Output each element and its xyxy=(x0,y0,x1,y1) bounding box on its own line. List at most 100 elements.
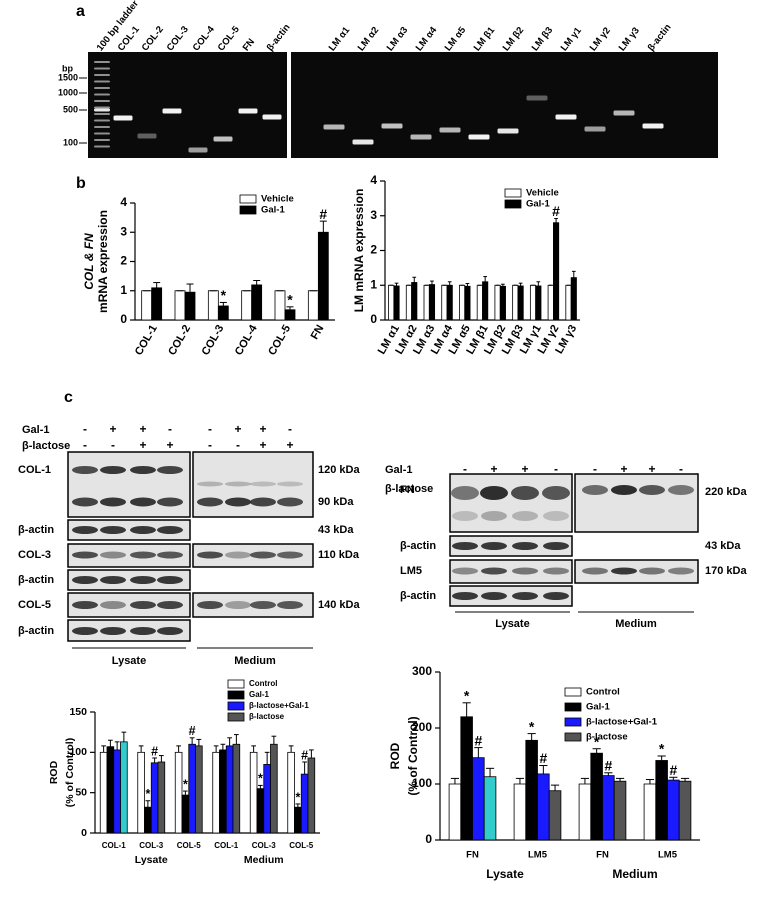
gel-band xyxy=(94,80,110,83)
significance-mark: # xyxy=(539,750,547,766)
bar xyxy=(570,277,577,321)
blot-band xyxy=(668,567,694,575)
lane-label: LM α4 xyxy=(414,24,440,53)
blot-band xyxy=(451,486,479,500)
gel-left xyxy=(88,52,287,158)
blot-band xyxy=(277,601,303,609)
bar xyxy=(547,284,554,321)
lane-label: β-actin xyxy=(265,22,293,53)
legend-swatch xyxy=(564,717,582,727)
blot-band xyxy=(512,542,538,550)
y-tick-label: 200 xyxy=(412,720,432,734)
treatment-sign: - xyxy=(554,462,558,476)
bar xyxy=(270,743,278,834)
bar xyxy=(184,291,196,321)
gel-band xyxy=(410,134,432,140)
bar xyxy=(219,749,227,834)
lane-label: LM γ2 xyxy=(588,25,613,53)
lane-label: LM γ1 xyxy=(559,25,585,54)
bp-marker-label: 100 xyxy=(63,137,78,147)
blot-box xyxy=(449,535,573,557)
group-label: Lysate xyxy=(112,655,146,667)
gel-band xyxy=(526,95,548,101)
bar xyxy=(274,290,286,321)
x-tick-label: COL-4 xyxy=(233,322,260,357)
blot-band xyxy=(452,511,478,521)
lane-label: LM α2 xyxy=(356,25,382,53)
legend-label: β-lactose xyxy=(586,732,628,743)
treatment-sign: - xyxy=(111,438,115,452)
blot-band xyxy=(250,481,276,487)
bar xyxy=(537,773,550,841)
blot-band xyxy=(250,497,276,507)
legend-swatch xyxy=(227,701,245,711)
gel-band xyxy=(94,100,110,102)
blot-size-label: 170 kDa xyxy=(705,565,747,577)
lane-label: COL-3 xyxy=(165,24,191,53)
blot-band xyxy=(639,485,665,495)
treatment-sign: + xyxy=(259,438,266,452)
bp-marker-label: 1000 xyxy=(58,87,78,97)
x-tick-label: FN xyxy=(309,323,327,342)
legend-swatch xyxy=(504,199,522,209)
y-tick-label: 3 xyxy=(120,224,127,238)
gel-band xyxy=(439,127,461,133)
bar xyxy=(393,285,400,321)
blot-row-label: COL-1 xyxy=(18,464,51,476)
bar xyxy=(667,779,680,841)
gel-band xyxy=(94,106,110,109)
blot-band xyxy=(130,551,156,559)
blot-band xyxy=(639,567,665,575)
x-tick-label: COL-1 xyxy=(214,841,239,850)
treatment-sign: + xyxy=(139,438,146,452)
bar xyxy=(137,751,145,834)
y-tick-label: 4 xyxy=(370,173,377,187)
treatment-label: β-lactose xyxy=(22,440,70,452)
x-tick-label: COL-5 xyxy=(266,323,293,358)
lane-label: LM β1 xyxy=(472,24,498,53)
bar xyxy=(513,783,527,841)
bar xyxy=(212,751,220,834)
gel-band xyxy=(188,147,208,153)
bar xyxy=(287,751,295,834)
group-label: Lysate xyxy=(495,618,529,630)
legend-swatch xyxy=(239,205,257,215)
y-axis-label: mRNA expression xyxy=(96,210,110,313)
gel-band xyxy=(94,145,110,148)
treatment-sign: + xyxy=(648,462,655,476)
bar xyxy=(643,783,657,841)
blot-band xyxy=(512,567,538,575)
blot-band xyxy=(157,601,183,609)
y-axis-label: COL & FN xyxy=(82,233,96,290)
significance-mark: # xyxy=(319,206,327,222)
blot-band xyxy=(72,526,98,534)
bar xyxy=(602,775,615,841)
bar xyxy=(174,290,186,321)
gel-band xyxy=(94,132,110,135)
treatment-sign: - xyxy=(288,422,292,436)
blot-band xyxy=(277,497,303,507)
blot-band xyxy=(481,567,507,575)
blot-band xyxy=(481,511,507,521)
significance-mark: * xyxy=(287,292,293,308)
blot-band xyxy=(277,481,303,487)
blot-band xyxy=(100,466,126,474)
legend-label: Control xyxy=(249,679,277,688)
group-label: Medium xyxy=(234,655,276,667)
y-tick-label: 1 xyxy=(370,277,377,291)
treatment-sign: + xyxy=(620,462,627,476)
treatment-sign: - xyxy=(83,438,87,452)
blot-band xyxy=(197,481,223,487)
blot-band xyxy=(277,551,303,559)
blot-size-label: 43 kDa xyxy=(705,540,741,552)
y-tick-label: 0 xyxy=(370,312,377,326)
blot-box xyxy=(574,473,699,533)
bar xyxy=(106,746,115,834)
treatment-sign: - xyxy=(208,422,212,436)
blot-band xyxy=(543,567,569,575)
treatment-sign: - xyxy=(83,422,87,436)
y-tick-label: 50 xyxy=(75,786,87,798)
y-axis-label: LM mRNA expression xyxy=(352,189,366,313)
bar xyxy=(388,284,395,321)
